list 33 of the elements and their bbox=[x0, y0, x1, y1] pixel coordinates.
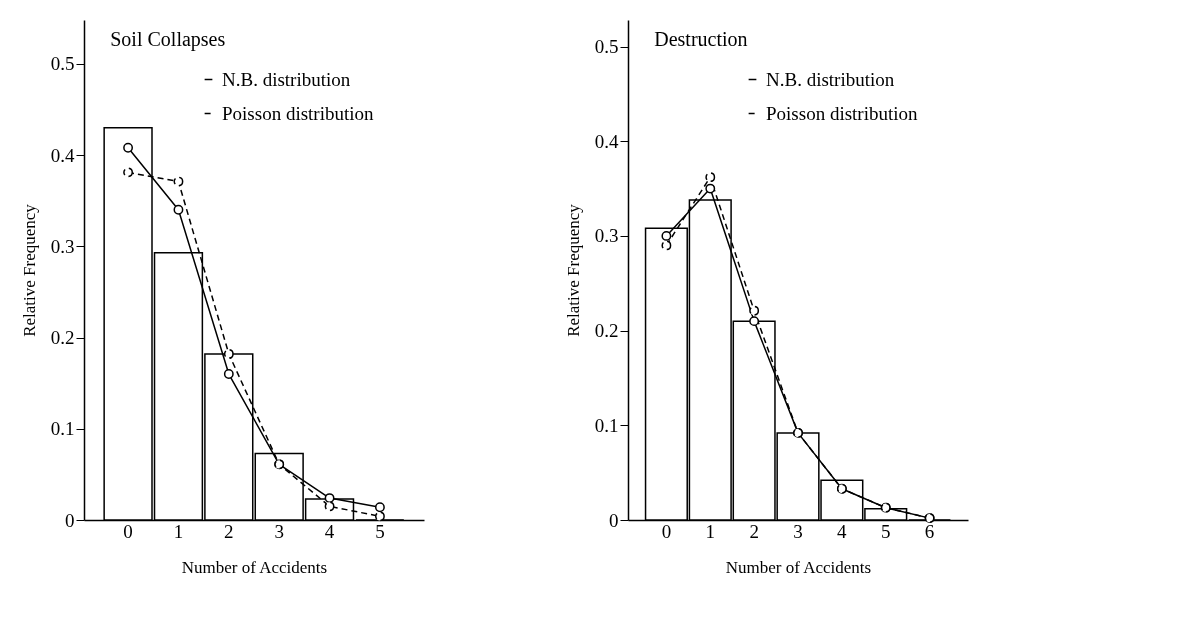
y-tick-label: 0.1 bbox=[50, 418, 75, 440]
y-tick-label: 0.5 bbox=[50, 53, 75, 75]
x-tick-label: 4 bbox=[837, 520, 848, 542]
x-tick-label: 0 bbox=[123, 520, 133, 542]
x-tick-label: 3 bbox=[274, 520, 284, 542]
x-tick-label: 5 bbox=[880, 520, 891, 542]
y-tick-label: 0.3 bbox=[50, 235, 75, 257]
x-tick-label: 1 bbox=[705, 520, 716, 542]
y-axis-title: Relative Frequency bbox=[19, 203, 39, 337]
chart-title: Destruction bbox=[654, 28, 748, 50]
chart-title: Soil Collapses bbox=[110, 28, 226, 51]
y-axis-title: Relative Frequency bbox=[563, 203, 583, 337]
x-tick-label: 5 bbox=[375, 520, 385, 542]
x-tick-label: 1 bbox=[173, 520, 184, 542]
legend-label: Poisson distribution bbox=[222, 102, 374, 124]
y-tick-label: 0.2 bbox=[594, 320, 619, 342]
legend-label: N.B. distribution bbox=[222, 68, 351, 90]
x-tick-label: 3 bbox=[793, 520, 803, 542]
x-axis-title: Number of Accidents bbox=[725, 557, 872, 577]
x-tick-label: 2 bbox=[749, 520, 759, 542]
legend-label: N.B. distribution bbox=[766, 68, 895, 90]
y-tick-label: 0.4 bbox=[594, 130, 619, 152]
legend-label: Poisson distribution bbox=[766, 102, 918, 124]
y-tick-label: 0.4 bbox=[50, 144, 75, 166]
x-tick-label: 4 bbox=[324, 520, 335, 542]
y-tick-label: 0.2 bbox=[50, 327, 75, 349]
x-axis-title: Number of Accidents bbox=[181, 557, 328, 577]
x-tick-label: 0 bbox=[661, 520, 672, 542]
x-tick-label: 2 bbox=[224, 520, 234, 542]
y-tick-label: 0.1 bbox=[594, 414, 619, 436]
y-tick-label: 0.3 bbox=[594, 225, 619, 247]
y-tick-label: 0.5 bbox=[594, 36, 619, 58]
x-tick-label: 6 bbox=[924, 520, 935, 542]
